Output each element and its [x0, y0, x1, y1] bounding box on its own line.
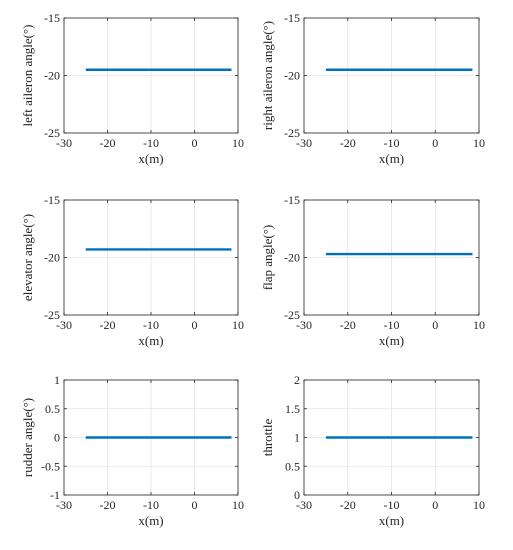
- y-axis-label: rudder angle(°): [20, 398, 35, 477]
- x-tick-label: 0: [432, 318, 438, 332]
- y-tick-label: -15: [284, 193, 300, 207]
- y-tick-label: -25: [44, 308, 60, 322]
- y-tick-label: -20: [44, 251, 60, 265]
- y-tick-label: 0.5: [45, 402, 60, 416]
- x-tick-label: 10: [232, 498, 244, 512]
- x-tick-label: -10: [384, 498, 400, 512]
- y-tick-label: -15: [44, 193, 60, 207]
- x-tick-label: -10: [143, 136, 159, 150]
- x-tick-label: 0: [192, 136, 198, 150]
- x-tick-label: 10: [232, 136, 244, 150]
- y-tick-label: -25: [284, 308, 300, 322]
- subplot-4: -30 -20 -10 0 10 -25 -20 -15 x(m) flap angle(°): [260, 193, 485, 348]
- y-tick-label: 0: [54, 431, 60, 445]
- y-tick-label: 0.5: [285, 459, 300, 473]
- y-tick-label: 1.5: [285, 402, 300, 416]
- y-axis-label: throttle: [260, 418, 275, 456]
- x-tick-label: -20: [100, 318, 116, 332]
- x-tick-label: 10: [473, 136, 485, 150]
- y-tick-label: 1: [54, 373, 60, 387]
- x-tick-label: -20: [340, 318, 356, 332]
- subplot-1: -30 -20 -10 0 10 -25 -20 -15 x(m) left aileron an…: [20, 11, 244, 166]
- y-tick-label: 2: [294, 373, 300, 387]
- x-axis-label: x(m): [138, 333, 163, 348]
- x-tick-label: 0: [432, 136, 438, 150]
- x-tick-label: -20: [340, 498, 356, 512]
- subplot-3: -30 -20 -10 0 10 -25 -20 -15 x(m) elevator angle(…: [20, 193, 244, 348]
- x-tick-label: -20: [100, 136, 116, 150]
- subplot-5: -30 -20 -10 0 10 -1 -0.5 0 0.5 1 x(m) rudder angle(…: [20, 373, 244, 528]
- x-tick-label: 10: [473, 318, 485, 332]
- x-tick-label: -20: [340, 136, 356, 150]
- x-tick-label: 0: [192, 318, 198, 332]
- y-tick-label: -15: [44, 11, 60, 25]
- y-tick-label: -20: [44, 69, 60, 83]
- x-tick-label: -20: [100, 498, 116, 512]
- y-tick-label: -15: [284, 11, 300, 25]
- y-axis-label: flap angle(°): [260, 225, 275, 290]
- y-tick-label: -1: [50, 488, 60, 502]
- y-tick-label: -20: [284, 69, 300, 83]
- subplot-6: -30 -20 -10 0 10 0 0.5 1 1.5 2 x(m) throttle: [260, 373, 485, 528]
- y-tick-label: -25: [44, 126, 60, 140]
- x-tick-label: -30: [56, 498, 72, 512]
- y-tick-label: 0: [294, 488, 300, 502]
- x-axis-label: x(m): [379, 333, 404, 348]
- x-tick-label: -10: [143, 498, 159, 512]
- x-axis-label: x(m): [379, 513, 404, 528]
- x-tick-label: -30: [56, 136, 72, 150]
- x-tick-label: 0: [432, 498, 438, 512]
- y-tick-label: -0.5: [41, 459, 60, 473]
- y-axis-label: right aileron angle(°): [260, 21, 275, 130]
- subplot-2: -30 -20 -10 0 10 -25 -20 -15 x(m) right aileron a…: [260, 11, 485, 166]
- y-tick-label: 1: [294, 431, 300, 445]
- x-tick-label: -10: [384, 136, 400, 150]
- x-tick-label: -30: [296, 136, 312, 150]
- x-tick-label: 0: [192, 498, 198, 512]
- x-tick-label: -30: [296, 318, 312, 332]
- x-axis-label: x(m): [379, 151, 404, 166]
- x-axis-label: x(m): [138, 513, 163, 528]
- x-tick-label: -10: [384, 318, 400, 332]
- x-tick-label: -10: [143, 318, 159, 332]
- x-tick-label: 10: [473, 498, 485, 512]
- x-tick-label: -30: [56, 318, 72, 332]
- y-axis-label: elevator angle(°): [20, 214, 35, 301]
- y-tick-label: -25: [284, 126, 300, 140]
- x-tick-label: 10: [232, 318, 244, 332]
- y-tick-label: -20: [284, 251, 300, 265]
- y-axis-label: left aileron angle(°): [20, 25, 35, 127]
- x-tick-label: -30: [296, 498, 312, 512]
- x-axis-label: x(m): [138, 151, 163, 166]
